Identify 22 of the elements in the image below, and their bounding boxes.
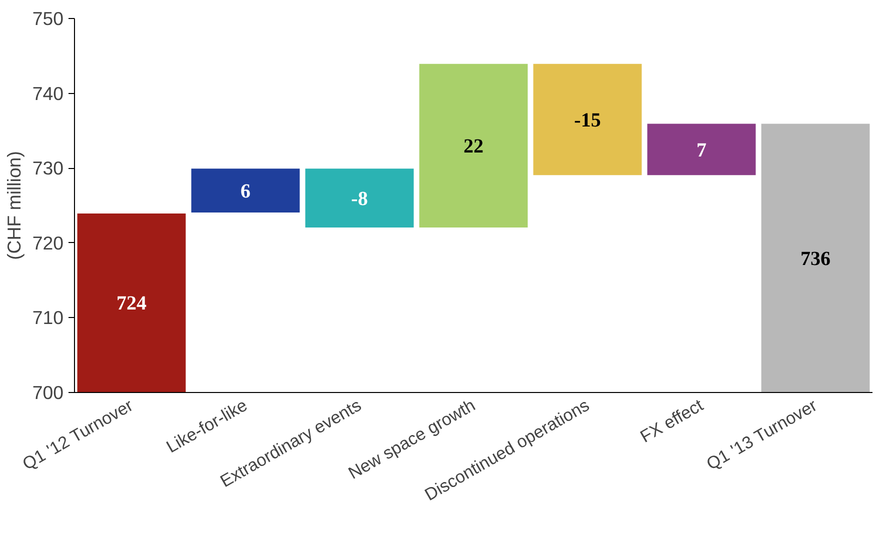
- bar: [76, 212, 187, 392]
- x-tick-label: FX effect: [636, 394, 707, 446]
- data-label: 22: [464, 136, 484, 158]
- bar: [646, 122, 757, 176]
- data-label: -15: [574, 109, 601, 132]
- bar: [532, 62, 643, 176]
- bar: [418, 62, 529, 228]
- data-label: 724: [116, 292, 146, 315]
- y-tick-label: 730: [32, 158, 64, 179]
- y-tick-label: 700: [32, 382, 64, 403]
- y-tick-label: 740: [32, 82, 64, 104]
- y-tick-label: 720: [32, 232, 64, 254]
- bar: [190, 168, 301, 214]
- bar: [760, 122, 871, 392]
- data-label: 736: [800, 248, 830, 270]
- bar: [304, 168, 415, 228]
- data-label: 6: [240, 180, 250, 203]
- y-axis-title: (CHF million): [3, 151, 24, 260]
- data-label: 7: [696, 139, 706, 162]
- y-tick-label: 710: [32, 307, 64, 328]
- data-label: -8: [351, 188, 368, 210]
- y-tick-label: 750: [32, 8, 64, 29]
